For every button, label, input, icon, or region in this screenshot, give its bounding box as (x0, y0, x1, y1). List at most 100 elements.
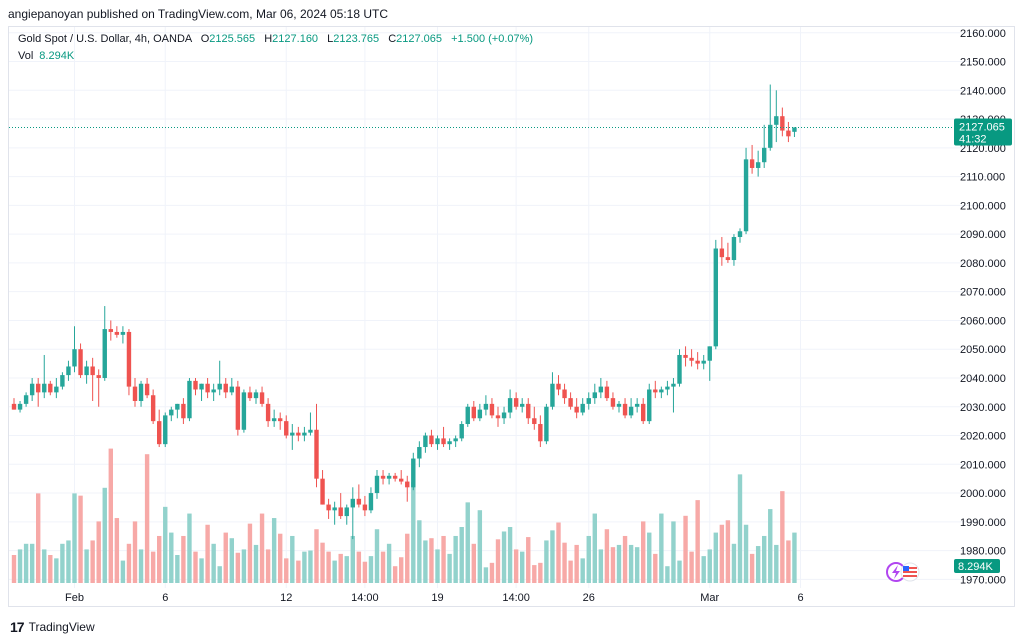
candle-body (11, 403, 17, 410)
candle-body (362, 504, 368, 511)
volume-bar (749, 553, 755, 583)
time-tick-label: Mar (700, 592, 719, 604)
volume-bar (344, 556, 349, 583)
candle-body (405, 481, 410, 488)
volume-bar (108, 448, 113, 583)
candle-body (332, 507, 337, 511)
volume-bar (526, 537, 531, 583)
volume-bar (731, 543, 737, 583)
candle-body (586, 398, 591, 404)
us-flag-icon (900, 562, 920, 582)
symbol-title: Gold Spot / U.S. Dollar, 4h, OANDA (18, 33, 192, 45)
volume-bar (48, 555, 53, 583)
volume-bar (647, 532, 652, 583)
change-value: +1.500 (+0.07%) (451, 33, 534, 45)
volume-bar (362, 561, 368, 583)
candle-body (350, 498, 355, 508)
volume-bar (223, 532, 228, 583)
tradingview-logo-icon: 17 (10, 619, 25, 635)
volume-bar (314, 529, 319, 583)
candle-body (707, 346, 712, 361)
time-tick-label: 26 (583, 592, 595, 604)
candle-body (441, 438, 446, 445)
candle-body (211, 389, 216, 393)
volume-bar (719, 524, 725, 583)
candle-body (29, 383, 35, 396)
candle-body (126, 331, 132, 387)
candle-body (786, 130, 791, 137)
candle-body (308, 429, 313, 433)
volume-bar (229, 538, 234, 583)
candle-body (538, 424, 543, 442)
candle-body (513, 398, 519, 407)
price-tick-label: 2030.000 (960, 402, 1006, 414)
price-tick-label: 2080.000 (960, 258, 1006, 270)
volume-bar (181, 535, 186, 583)
candle-body (320, 478, 325, 505)
volume-bar (453, 535, 458, 583)
volume-bar (435, 549, 440, 583)
candle-body (150, 395, 156, 422)
candle-body (114, 331, 120, 335)
candle-body (344, 507, 349, 517)
volume-bar (217, 566, 222, 583)
price-tick-label: 1980.000 (960, 546, 1006, 558)
candle-body (610, 398, 616, 407)
volume-bar (768, 509, 773, 583)
candle-body (235, 386, 241, 430)
candle-body (60, 375, 65, 387)
candle-body (647, 389, 652, 422)
candle-body (574, 406, 579, 413)
volume-bar (507, 527, 513, 583)
price-tick-label: 2150.000 (960, 57, 1006, 69)
candle-body (562, 389, 567, 399)
candle-body (157, 421, 162, 445)
volume-bar (465, 502, 470, 583)
candle-body (731, 237, 737, 261)
price-tick-label: 2160.000 (960, 28, 1006, 40)
candle-body (762, 147, 767, 163)
volume-bar (308, 550, 313, 583)
volume-bar (441, 535, 446, 583)
volume-bar (320, 542, 325, 583)
volume-bar (380, 551, 386, 583)
candle-body (628, 406, 634, 416)
candle-body (338, 507, 343, 517)
candle-body (54, 386, 59, 393)
volume-bar (598, 549, 604, 583)
candle-body (713, 248, 718, 347)
volume-tag-text: 8.294K (958, 561, 994, 573)
volume-bar (169, 532, 174, 583)
candle-body (368, 493, 374, 511)
candle-body (616, 403, 622, 407)
volume-bars (11, 448, 797, 583)
volume-bar (36, 493, 41, 583)
candle-body (501, 412, 507, 419)
price-tick-label: 2020.000 (960, 431, 1006, 443)
candle-body (743, 159, 749, 232)
candle-body (477, 409, 483, 419)
time-axis: Feb 6 12 14:00 19 14:00 26 Mar 6 (65, 592, 804, 604)
volume-bar (550, 530, 555, 583)
volume-bar (96, 521, 101, 583)
candle-body (532, 418, 537, 425)
volume-bar (544, 540, 549, 583)
volume-bar (90, 540, 95, 583)
candle-body (181, 403, 186, 419)
volume-bar (144, 454, 150, 583)
volume-bar (586, 535, 591, 583)
candle-body (302, 432, 307, 436)
footer-brand[interactable]: 17 TradingView (10, 619, 95, 635)
candle-body (247, 392, 253, 399)
volume-bar (737, 474, 743, 583)
candle-body (411, 458, 416, 488)
volume-bar (556, 522, 561, 583)
volume-bar (423, 540, 428, 583)
candle-body (199, 383, 204, 390)
candle-body (23, 395, 29, 404)
volume-bar (66, 540, 71, 583)
candle-body (259, 392, 265, 404)
candle-body (429, 435, 434, 445)
